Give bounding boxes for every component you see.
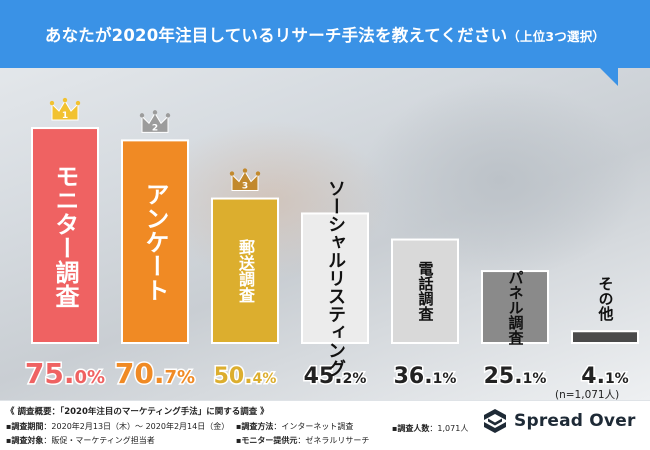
survey-method-label: 調査方法 xyxy=(241,422,274,431)
survey-count-label: 調査人数 xyxy=(397,424,430,433)
value-label-7: 4.1% xyxy=(581,364,628,389)
bar-2 xyxy=(121,139,189,344)
survey-provider: ▪モニター提供元：ゼネラルリサーチ xyxy=(236,435,369,446)
survey-count: ▪調査人数：1,071人 xyxy=(392,423,468,434)
sample-size-note: (n=1,071人) xyxy=(555,389,620,401)
bar-1 xyxy=(31,127,99,344)
category-label-5: 電話調査 xyxy=(416,261,435,322)
survey-method: ▪調査方法：インターネット調査 xyxy=(236,421,353,432)
chart-title: あなたが2020年注目しているリサーチ手法を教えてください（上位3つ選択） xyxy=(45,22,605,46)
bullet-icon: ▪ xyxy=(6,422,12,431)
value-label-1: 75.0% xyxy=(25,357,105,390)
survey-provider-label: モニター提供元 xyxy=(241,436,298,445)
crown-rank-3-number: 3 xyxy=(242,182,248,192)
value-label-6: 25.1% xyxy=(484,364,547,389)
survey-target-value: ：販促・マーケティング担当者 xyxy=(43,436,155,445)
bar-3 xyxy=(211,197,279,344)
category-label-6: パネル調査 xyxy=(506,269,525,345)
chart-title-sub: （上位3つ選択） xyxy=(507,29,606,44)
bar-4 xyxy=(301,212,369,344)
crown-rank-2-number: 2 xyxy=(152,123,158,133)
value-label-4: 45.2% xyxy=(304,364,367,389)
crown-rank-1-icon: 1 xyxy=(49,97,81,121)
bullet-icon: ▪ xyxy=(236,436,242,445)
survey-method-value: ：インターネット調査 xyxy=(273,422,354,431)
category-label-4: ソーシャルリスティング xyxy=(325,179,346,378)
bullet-icon: ▪ xyxy=(6,436,12,445)
crown-rank-3-icon: 3 xyxy=(229,168,261,192)
survey-footer: 《 調査概要：「2020年注目のマーケティング手法」に関する調査 》 ▪調査期間… xyxy=(0,400,650,450)
value-label-2: 70.7% xyxy=(115,357,195,390)
crown-rank-2-icon: 2 xyxy=(139,110,171,133)
survey-count-value: ：1,071人 xyxy=(429,424,469,433)
bullet-icon: ▪ xyxy=(392,424,398,433)
survey-target-label: 調査対象 xyxy=(11,436,44,445)
category-label-2: アンケート xyxy=(141,181,169,302)
category-label-3: 郵送調査 xyxy=(236,238,255,303)
bar-5 xyxy=(391,238,459,344)
brand-logo: Spread Over xyxy=(482,408,636,434)
bar-chart: 75.0% 70.7% 50.4% 45.2% 36.1% 25.1% 4.1% 1 2 3 xyxy=(23,97,639,392)
category-label-1: モニター調査 xyxy=(51,163,79,308)
crown-rank-1-number: 1 xyxy=(62,111,68,121)
title-banner-tail xyxy=(600,68,618,86)
bullet-icon: ▪ xyxy=(236,422,242,431)
survey-provider-value: ：ゼネラルリサーチ xyxy=(297,436,370,445)
chart-title-main: あなたが2020年注目しているリサーチ手法を教えてください xyxy=(44,26,508,45)
survey-period: ▪調査期間：2020年2月13日（木）～ 2020年2月14日（金） xyxy=(6,421,229,432)
survey-heading: 《 調査概要：「2020年注目のマーケティング手法」に関する調査 》 xyxy=(6,407,269,417)
value-label-5: 36.1% xyxy=(394,364,457,389)
bar-6 xyxy=(481,270,549,344)
spread-over-logo-icon xyxy=(484,409,506,433)
survey-period-label: 調査期間 xyxy=(11,422,44,431)
title-banner: あなたが2020年注目しているリサーチ手法を教えてください（上位3つ選択） xyxy=(0,0,650,68)
category-label-7: その他 xyxy=(596,275,615,321)
survey-target: ▪調査対象：販促・マーケティング担当者 xyxy=(6,435,155,446)
survey-period-value: ：2020年2月13日（木）～ 2020年2月14日（金） xyxy=(43,422,230,431)
brand-name: Spread Over xyxy=(514,411,636,431)
value-label-3: 50.4% xyxy=(214,364,277,389)
bar-7 xyxy=(571,330,639,344)
